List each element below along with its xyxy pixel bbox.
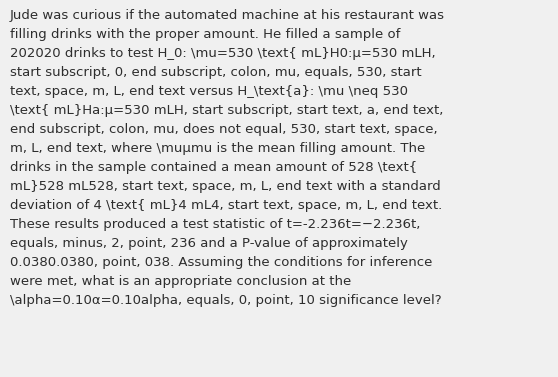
Text: Jude was curious if the automated machine at his restaurant was
filling drinks w: Jude was curious if the automated machin… xyxy=(10,9,445,307)
